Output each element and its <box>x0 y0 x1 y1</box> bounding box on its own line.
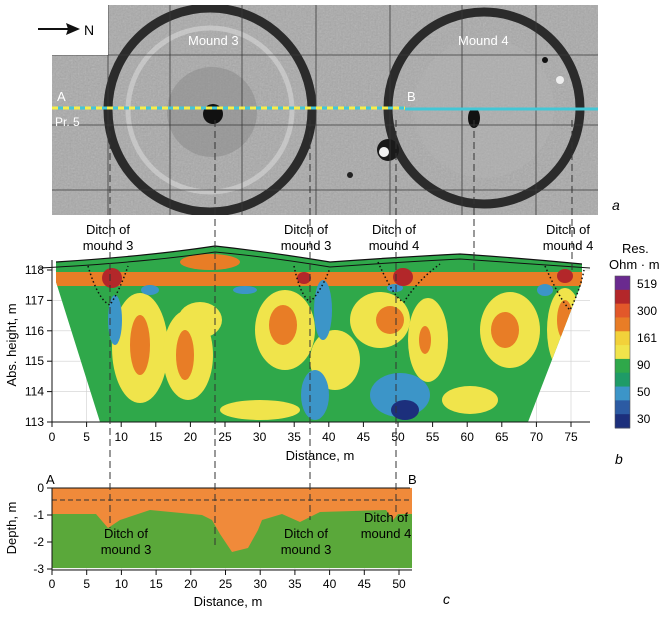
x-tick-label: 15 <box>149 430 163 444</box>
ditch-label: mound 3 <box>83 238 134 253</box>
ditch-label: Ditch of <box>364 510 408 525</box>
x-tick-label: 25 <box>218 430 232 444</box>
x-tick-label: 60 <box>461 430 475 444</box>
x-tick-label: 25 <box>219 577 233 591</box>
ditch-label: mound 4 <box>369 238 420 253</box>
ditch-label: mound 3 <box>101 542 152 557</box>
legend-value: 30 <box>637 412 651 426</box>
y-tick-label: -2 <box>33 535 44 549</box>
magnetometry-map: N Mound 3 Mound 4 A B Pr. 5 a <box>38 5 620 215</box>
y-tick-label: -3 <box>33 562 44 576</box>
y-tick-label: 115 <box>25 354 44 368</box>
x-tick-label: 75 <box>564 430 578 444</box>
legend-swatch <box>615 345 630 360</box>
legend-value: 90 <box>637 358 651 372</box>
legend-title-1: Res. <box>622 241 649 256</box>
mound-4-label: Mound 4 <box>458 33 509 48</box>
interpretation-section: 0 5 10 15 20 25 30 35 40 45 50 0 -1 -2 -3 A B Depth, m… <box>4 472 450 609</box>
x-tick-label: 5 <box>83 577 90 591</box>
ditch-label: Ditch of <box>284 526 328 541</box>
x-tick-label: 35 <box>288 577 302 591</box>
x-tick-label: 0 <box>49 577 56 591</box>
correlation-lines <box>109 120 573 548</box>
panel-c-letter: c <box>443 591 450 607</box>
panel-b-ylabel: Abs. height, m <box>4 303 19 386</box>
legend-value: 300 <box>637 304 657 318</box>
legend-swatch <box>615 400 630 415</box>
point-a-label: A <box>57 89 66 104</box>
x-tick-label: 30 <box>254 577 268 591</box>
legend-value: 50 <box>637 385 651 399</box>
x-tick-label: 55 <box>426 430 440 444</box>
legend-swatch <box>615 331 630 346</box>
x-tick-label: 45 <box>357 430 371 444</box>
legend-swatch <box>615 372 630 388</box>
x-tick-label: 20 <box>184 577 198 591</box>
x-tick-label: 70 <box>530 430 544 444</box>
panel-c-ylabel: Depth, m <box>4 502 19 555</box>
panel-c-point-a: A <box>46 472 55 487</box>
legend-title-2: Ohm · m <box>609 257 660 272</box>
legend-swatch <box>615 276 630 291</box>
ditch-label: Ditch of <box>284 222 328 237</box>
x-tick-label: 0 <box>49 430 56 444</box>
legend-swatch <box>615 358 630 374</box>
ditch-label: Ditch of <box>372 222 416 237</box>
legend-swatch <box>615 414 630 429</box>
panel-c-xlabel: Distance, m <box>194 594 263 609</box>
ditch-label: mound 3 <box>281 542 332 557</box>
ditch-label: mound 4 <box>361 526 412 541</box>
ditch-label: mound 4 <box>543 238 594 253</box>
y-tick-label: 0 <box>37 481 44 495</box>
x-tick-label: 10 <box>115 577 129 591</box>
profile-label: Pr. 5 <box>55 115 80 129</box>
y-tick-label: 116 <box>25 324 44 338</box>
north-label: N <box>84 22 94 38</box>
legend-swatch <box>615 289 630 305</box>
legend-swatch <box>615 386 630 401</box>
panel-b-letter: b <box>615 451 623 467</box>
x-tick-label: 50 <box>391 430 405 444</box>
y-tick-label: 118 <box>25 263 44 277</box>
y-tick-label: 113 <box>25 415 44 429</box>
north-arrow-icon <box>38 23 80 35</box>
x-tick-label: 35 <box>288 430 302 444</box>
x-tick-label: 40 <box>323 577 337 591</box>
x-tick-label: 15 <box>149 577 163 591</box>
legend-swatch <box>615 303 630 318</box>
panel-c-point-b: B <box>408 472 417 487</box>
ditch-label: Ditch of <box>104 526 148 541</box>
ditch-label: mound 3 <box>281 238 332 253</box>
ditch-label: Ditch of <box>86 222 130 237</box>
legend-swatch <box>615 317 630 332</box>
x-tick-label: 10 <box>115 430 129 444</box>
y-tick-label: 114 <box>25 385 44 399</box>
x-tick-label: 5 <box>83 430 90 444</box>
resistivity-section: 0 5 10 15 20 25 30 35 40 45 50 55 60 65 70 75 118 117 116 1… <box>4 222 660 467</box>
panel-b-xlabel: Distance, m <box>286 448 355 463</box>
y-tick-label: -1 <box>33 508 44 522</box>
y-tick-label: 117 <box>25 293 44 307</box>
x-tick-label: 50 <box>392 577 406 591</box>
legend-value: 161 <box>637 331 657 345</box>
x-tick-label: 40 <box>322 430 336 444</box>
x-tick-label: 45 <box>358 577 372 591</box>
ditch-label: Ditch of <box>546 222 590 237</box>
resistivity-legend: Res. Ohm · m 519 300 161 90 50 30 <box>609 241 660 429</box>
legend-value: 519 <box>637 277 657 291</box>
x-tick-label: 65 <box>495 430 509 444</box>
point-b-label: B <box>407 89 416 104</box>
x-tick-label: 30 <box>253 430 267 444</box>
mound-3-label: Mound 3 <box>188 33 239 48</box>
panel-a-letter: a <box>612 197 620 213</box>
x-tick-label: 20 <box>184 430 198 444</box>
